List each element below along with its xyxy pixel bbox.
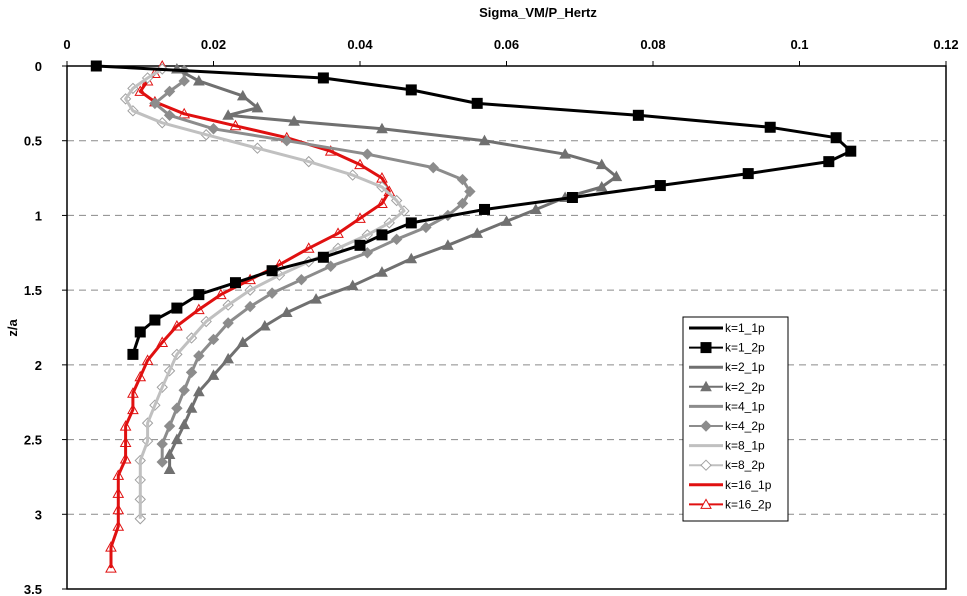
series-line: [153, 70, 472, 462]
legend-marker: [700, 420, 712, 432]
y-tick-label: 3: [35, 507, 42, 522]
series-k-16-1p: [109, 64, 391, 569]
legend-item: k=16_2p: [689, 497, 772, 511]
legend-marker: [700, 342, 712, 354]
legend-item: k=4_2p: [689, 419, 765, 433]
x-tick-label: 0.08: [640, 37, 665, 52]
grid-lines: [67, 140, 946, 515]
series-line: [96, 64, 853, 355]
y-tick-label: 0.5: [24, 134, 42, 149]
y-tick-label: 0: [35, 59, 42, 74]
y-tick-label: 1: [35, 208, 42, 223]
legend-item: k=2_1p: [689, 360, 765, 374]
legend-label: k=8_1p: [725, 439, 765, 453]
legend-label: k=16_2p: [725, 497, 772, 511]
y-tick-label: 2: [35, 358, 42, 373]
y-tick-label: 3.5: [24, 582, 42, 596]
legend-label: k=4_2p: [725, 419, 765, 433]
series-line: [168, 67, 618, 470]
legend-marker: [700, 498, 712, 509]
y-axis-title: z/a: [5, 319, 20, 337]
x-tick-label: 0.02: [201, 37, 226, 52]
x-tick-label: 0.1: [790, 37, 808, 52]
legend-label: k=2_2p: [725, 380, 765, 394]
legend-label: k=1_2p: [725, 341, 765, 355]
x-tick-label: 0.04: [347, 37, 373, 52]
x-tick-label: 0.06: [494, 37, 519, 52]
x-tick-label: 0: [63, 37, 70, 52]
legend-item: k=1_2p: [689, 341, 765, 355]
legend-item: k=8_2p: [689, 458, 765, 472]
x-axis-title: Sigma_VM/P_Hertz: [479, 5, 597, 20]
legend-item: k=2_2p: [689, 380, 765, 394]
y-tick-label: 2.5: [24, 433, 42, 448]
series-k-2-1p: [168, 67, 618, 470]
legend-label: k=16_1p: [725, 478, 772, 492]
legend-item: k=4_1p: [689, 399, 765, 413]
legend-label: k=1_1p: [725, 321, 765, 335]
legend-item: k=16_1p: [689, 478, 772, 492]
legend-item: k=1_1p: [689, 321, 765, 335]
legend-marker: [700, 459, 712, 471]
axis-ticks: 0 0.5 1 1.5 2 2.5 3 3.5 0 0.02 0.04 0.06 0.08 0.1 0.12: [24, 37, 959, 596]
legend-item: k=8_1p: [689, 439, 765, 453]
legend-label: k=2_1p: [725, 360, 765, 374]
x-tick-label: 0.12: [933, 37, 958, 52]
y-tick-label: 1.5: [24, 283, 42, 298]
legend: k=1_1p k=1_2p k=2_1p k=2_2p k=4_1p k=4_2p k=8_…: [682, 316, 789, 522]
series-k-1-1p: [96, 64, 853, 355]
legend-marker: [700, 380, 712, 392]
series-line: [109, 64, 391, 569]
legend-label: k=8_2p: [725, 458, 765, 472]
series-k-4-1p: [153, 70, 472, 462]
legend-label: k=4_1p: [725, 399, 765, 413]
series-lines: [90, 59, 857, 573]
